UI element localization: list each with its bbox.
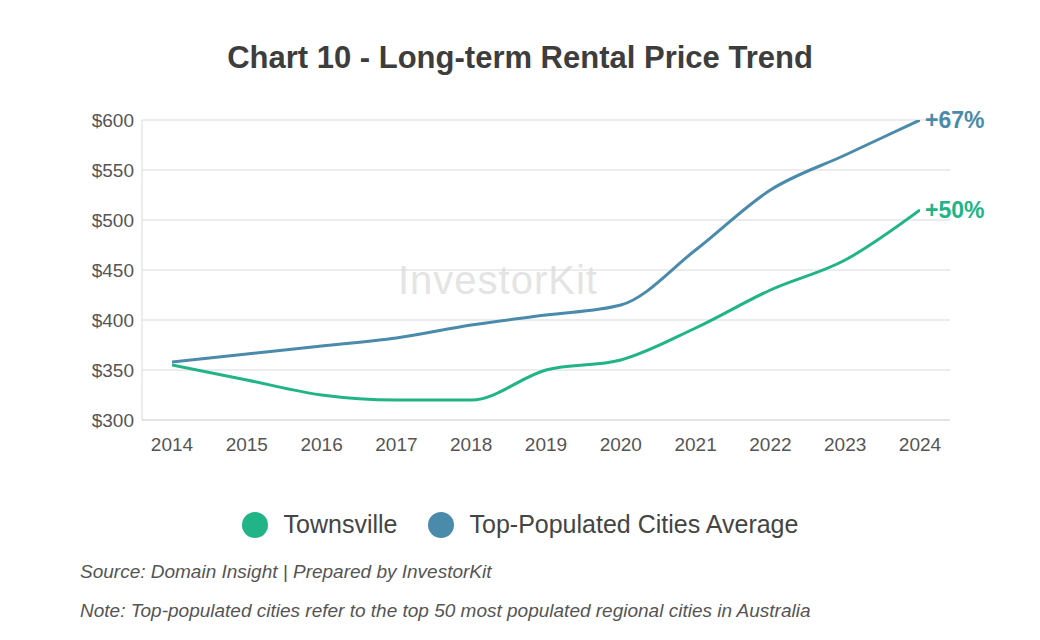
svg-text:$550: $550 (92, 160, 134, 181)
svg-text:$500: $500 (92, 210, 134, 231)
html-text:Top-Populated Cities Average: Top-Populated Cities Average (469, 510, 799, 538)
html-text:InvestorKit: InvestorKit (398, 258, 598, 302)
html-text:Note: Top-populated cities ref: Note: Top-populated cities refer to the … (80, 600, 811, 621)
svg-text:+67%: +67% (925, 107, 984, 133)
html-text:Townsville: Townsville (283, 510, 398, 538)
html-text:Source: Domain Insight | Prepa: Source: Domain Insight | Prepared by Inv… (80, 561, 492, 582)
svg-text:2019: 2019 (525, 434, 567, 455)
svg-text:2015: 2015 (226, 434, 268, 455)
svg-text:2016: 2016 (300, 434, 342, 455)
svg-text:2023: 2023 (824, 434, 866, 455)
svg-text:$400: $400 (92, 310, 134, 331)
svg-text:2021: 2021 (674, 434, 716, 455)
svg-text:+50%: +50% (925, 197, 984, 223)
svg-text:2020: 2020 (600, 434, 642, 455)
svg-text:$350: $350 (92, 360, 134, 381)
svg-text:2024: 2024 (899, 434, 942, 455)
svg-text:2018: 2018 (450, 434, 492, 455)
svg-text:2017: 2017 (375, 434, 417, 455)
svg-text:$450: $450 (92, 260, 134, 281)
html-text:Chart 10 - Long-term Rental Pr: Chart 10 - Long-term Rental Price Trend (227, 40, 813, 75)
svg-text:2014: 2014 (151, 434, 194, 455)
svg-text:$300: $300 (92, 410, 134, 431)
svg-text:$600: $600 (92, 110, 134, 131)
svg-text:2022: 2022 (749, 434, 791, 455)
